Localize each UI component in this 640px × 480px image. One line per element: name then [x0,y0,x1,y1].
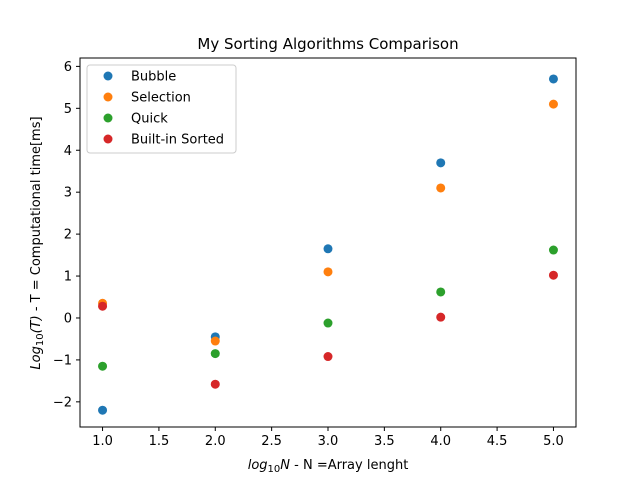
x-axis-label: log10N - N =Array lenght [248,458,409,475]
x-axis: 1.0 1.5 2.0 2.5 3.0 3.5 4.0 4.5 5.0 [92,427,564,449]
y-tick-label: −1 [53,353,72,368]
legend-box [86,64,237,154]
x-axis-label-math-var: N [280,458,290,473]
data-point-quick [210,349,220,359]
data-point-bubble [436,158,446,168]
legend-marker [103,113,113,123]
legend-label: Bubble [131,70,176,85]
y-tick-label: 3 [64,186,72,201]
data-point-selection [436,183,446,193]
data-point-quick [323,318,333,328]
data-point-built-in-sorted [98,301,108,311]
x-tick-label: 4.0 [430,434,451,449]
x-tick-label: 3.5 [374,434,395,449]
x-tick-label: 1.0 [92,434,113,449]
y-tick-label: 5 [64,102,72,117]
y-tick-label: 1 [64,270,72,285]
data-point-bubble [548,74,558,84]
data-point-built-in-sorted [323,352,333,362]
legend: Bubble Selection Quick Built-in Sorted [86,64,237,154]
y-tick-label: 6 [64,60,72,75]
data-point-selection [210,336,220,346]
data-point-selection [548,99,558,109]
y-tick-label: 4 [64,144,72,159]
y-tick-label: −2 [53,395,72,410]
data-point-built-in-sorted [210,379,220,389]
x-tick-label: 1.5 [149,434,170,449]
data-point-quick [548,245,558,255]
x-tick-label: 3.0 [318,434,339,449]
data-point-quick [436,287,446,297]
y-axis-label-text: - T = Computational time[ms] [29,116,44,315]
x-tick-label: 4.5 [487,434,508,449]
y-axis-label-math-sub: 10 [35,333,46,346]
legend-marker [103,71,113,81]
data-point-built-in-sorted [548,270,558,280]
data-point-bubble [98,405,108,415]
x-axis-label-text: - N =Array lenght [290,458,408,473]
x-axis-label-math-sub: 10 [268,464,281,475]
legend-label: Selection [131,91,191,106]
data-point-built-in-sorted [436,312,446,322]
x-tick-label: 2.0 [205,434,226,449]
y-axis-label-math-arg: (T) [29,315,44,333]
data-point-selection [323,267,333,277]
data-point-quick [98,361,108,371]
chart-title: My Sorting Algorithms Comparison [197,35,458,53]
data-points [98,74,558,415]
x-axis-label-math-base: log [248,458,268,473]
x-tick-label: 5.0 [543,434,564,449]
legend-label: Quick [131,112,168,127]
legend-marker [103,92,113,102]
x-tick-label: 2.5 [261,434,282,449]
y-axis-label: Log10(T) - T = Computational time[ms] [29,116,46,369]
y-axis-label-math-base: Log [29,346,44,369]
legend-label: Built-in Sorted [131,133,224,148]
y-axis: −2 −1 0 1 2 3 4 5 6 [53,60,80,410]
y-tick-label: 0 [64,311,72,326]
data-point-bubble [323,244,333,254]
legend-marker [103,134,113,144]
y-tick-label: 2 [64,228,72,243]
